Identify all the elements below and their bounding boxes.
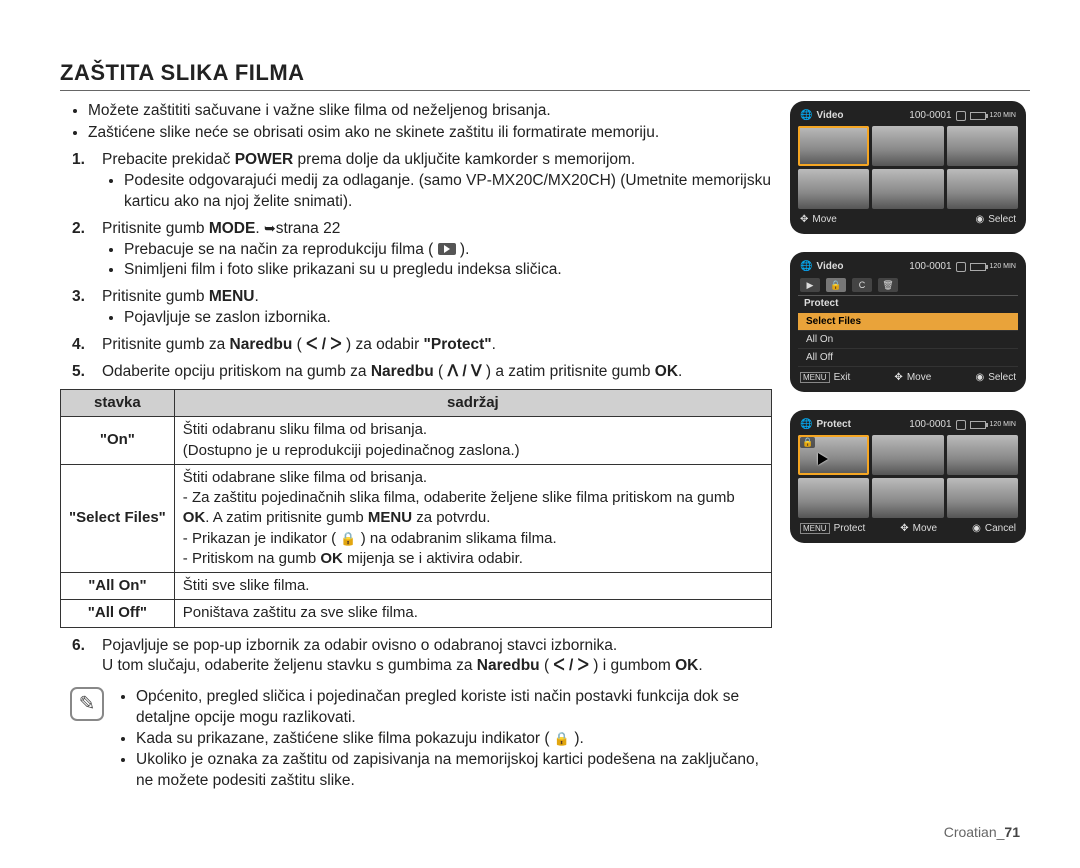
camera-screen-thumbnails: 🌐 Video 100-0001 120 MIN ✥ Move ◉ Select (790, 101, 1026, 234)
table-row: "All On" Štiti sve slike filma. (61, 573, 772, 600)
thumbnail (872, 169, 943, 209)
substep: Podesite odgovarajući medij za odlaganje… (124, 171, 772, 213)
page-title: ZAŠTITA SLIKA FILMA (60, 60, 1030, 91)
step-number: 2. (72, 219, 85, 240)
thumbnail (947, 435, 1018, 475)
thumbnail (947, 169, 1018, 209)
battery-icon (970, 263, 986, 271)
thumbnail (798, 478, 869, 518)
battery-icon (970, 421, 986, 429)
card-icon (956, 262, 966, 272)
note-box: ✎ Općenito, pregled sličica i pojedinača… (60, 687, 772, 792)
chevron-left-right-icon: ᐸ / ᐳ (553, 657, 589, 674)
step-number: 5. (72, 362, 85, 383)
step-number: 1. (72, 150, 85, 171)
step-1: 1. Prebacite prekidač POWER prema dolje … (72, 150, 772, 213)
lock-icon (340, 530, 356, 547)
card-icon (956, 420, 966, 430)
step-6: 6. Pojavljuje se pop-up izbornik za odab… (72, 636, 772, 678)
step-3: 3. Pritisnite gumb MENU. Pojavljuje se z… (72, 287, 772, 329)
thumbnail (872, 126, 943, 166)
camera-screen-menu: 🌐 Video 100-0001 120 MIN ▶🔒C🗑 Protect Se… (790, 252, 1026, 392)
thumbnail (947, 126, 1018, 166)
substep: Pojavljuje se zaslon izbornika. (124, 308, 772, 329)
camera-screen-protect: 🌐 Protect 100-0001 120 MIN 🔒 MENU Protec… (790, 410, 1026, 543)
thumbnail (798, 169, 869, 209)
menu-item: All On (798, 331, 1018, 349)
play-mode-icon (438, 243, 456, 255)
lock-icon (554, 730, 570, 747)
card-icon (956, 111, 966, 121)
step-number: 3. (72, 287, 85, 308)
intro-bullet: Zaštićene slike neće se obrisati osim ak… (88, 123, 772, 144)
thumbnail (872, 435, 943, 475)
battery-icon (970, 112, 986, 120)
step-number: 6. (72, 636, 85, 657)
thumbnail (947, 478, 1018, 518)
intro-bullet: Možete zaštititi sačuvane i važne slike … (88, 101, 772, 122)
menu-item: All Off (798, 349, 1018, 367)
step-4: 4. Pritisnite gumb za Naredbu ( ᐸ / ᐳ ) … (72, 335, 772, 356)
thumbnail: 🔒 (798, 435, 869, 475)
screenshots-column: 🌐 Video 100-0001 120 MIN ✥ Move ◉ Select… (790, 101, 1030, 792)
arrow-icon (264, 220, 276, 237)
table-row: "All Off" Poništava zaštitu za sve slike… (61, 600, 772, 627)
chevron-left-right-icon: ᐸ / ᐳ (306, 336, 342, 353)
thumbnail (798, 126, 869, 166)
menu-item-selected: Select Files (798, 313, 1018, 331)
intro-bullets: Možete zaštititi sačuvane i važne slike … (60, 101, 772, 144)
lock-badge-icon: 🔒 (800, 437, 815, 448)
table-row: "Select Files" Štiti odabrane slike film… (61, 464, 772, 572)
cursor-icon (818, 453, 828, 465)
note-icon: ✎ (70, 687, 104, 721)
chevron-up-down-icon: ᐱ / ᐯ (447, 363, 481, 380)
page-footer: Croatian_71 (944, 824, 1020, 840)
note-item: Kada su prikazane, zaštićene slike filma… (136, 729, 772, 750)
step-5: 5. Odaberite opciju pritiskom na gumb za… (72, 362, 772, 383)
step-2: 2. Pritisnite gumb MODE. strana 22 Preba… (72, 219, 772, 282)
step-number: 4. (72, 335, 85, 356)
table-row: "On" Štiti odabranu sliku filma od brisa… (61, 417, 772, 465)
note-item: Općenito, pregled sličica i pojedinačan … (136, 687, 772, 729)
options-table: stavka sadržaj "On" Štiti odabranu sliku… (60, 389, 772, 628)
substep: Snimljeni film i foto slike prikazani su… (124, 260, 772, 281)
note-item: Ukoliko je oznaka za zaštitu od zapisiva… (136, 750, 772, 792)
main-text: Možete zaštititi sačuvane i važne slike … (60, 101, 772, 792)
th-item: stavka (61, 390, 175, 417)
thumbnail (872, 478, 943, 518)
th-content: sadržaj (174, 390, 771, 417)
substep: Prebacuje se na način za reprodukciju fi… (124, 240, 772, 261)
